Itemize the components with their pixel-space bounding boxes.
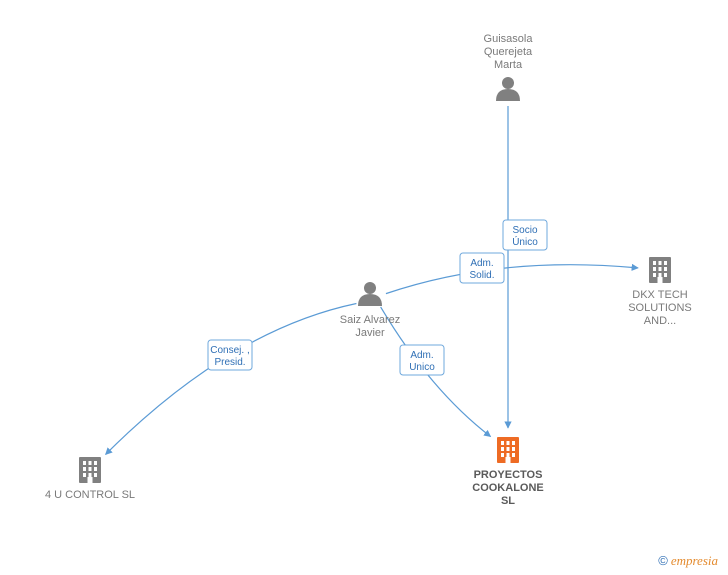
footer-credit: ©empresia	[658, 553, 718, 569]
node-label: Javier	[355, 327, 385, 339]
node-label: AND...	[644, 315, 676, 327]
edge-label: Único	[512, 235, 538, 248]
node-4u[interactable]: 4 U CONTROL SL	[45, 457, 135, 501]
edge-label: Socio	[512, 225, 537, 236]
edges-layer: SocioÚnicoAdm.Solid.Adm.UnicoConsej. ,Pr…	[106, 106, 639, 454]
node-label: Querejeta	[484, 46, 533, 58]
node-saiz[interactable]: Saiz AlvarezJavier	[340, 282, 401, 339]
edge-label: Unico	[409, 362, 435, 373]
edge-label: Presid.	[214, 357, 245, 368]
node-label: 4 U CONTROL SL	[45, 489, 135, 501]
node-label: DKX TECH	[632, 289, 687, 301]
network-diagram: SocioÚnicoAdm.Solid.Adm.UnicoConsej. ,Pr…	[0, 0, 728, 575]
brand-name: empresia	[671, 553, 718, 568]
edge-label: Adm.	[470, 258, 493, 269]
edge	[106, 303, 357, 454]
node-cookalone[interactable]: PROYECTOSCOOKALONESL	[472, 437, 544, 507]
node-label: PROYECTOS	[474, 469, 543, 481]
edge-label: Solid.	[469, 270, 494, 281]
node-guisasola[interactable]: GuisasolaQuerejetaMarta	[484, 33, 534, 101]
copyright-symbol: ©	[658, 553, 668, 568]
edge	[386, 265, 638, 294]
node-label: SL	[501, 495, 515, 507]
node-label: Guisasola	[484, 33, 534, 45]
nodes-layer: GuisasolaQuerejetaMarta Saiz AlvarezJavie…	[45, 33, 692, 507]
node-label: SOLUTIONS	[628, 302, 692, 314]
node-label: COOKALONE	[472, 482, 544, 494]
node-label: Saiz Alvarez	[340, 314, 401, 326]
edge-label: Adm.	[410, 350, 433, 361]
node-label: Marta	[494, 59, 523, 71]
edge-label: Consej. ,	[210, 345, 249, 356]
